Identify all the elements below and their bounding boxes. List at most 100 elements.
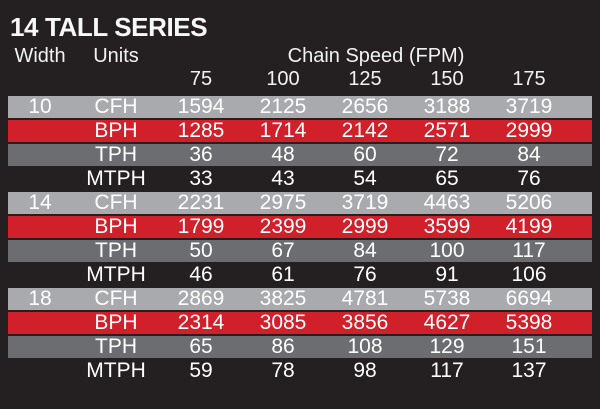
value-cell: 46 <box>189 263 213 286</box>
value-cell: 78 <box>271 359 295 382</box>
value-cell: 3719 <box>505 95 553 118</box>
value-cell: 4627 <box>423 311 471 334</box>
value-cell: 2125 <box>259 95 307 118</box>
speed-column-header: 75 <box>189 67 213 90</box>
value-cell: 59 <box>189 359 213 382</box>
value-cell: 137 <box>511 359 547 382</box>
table-row: 18 CFH 2869 3825 4781 5738 6694 <box>8 288 592 310</box>
value-cell: 65 <box>189 335 213 358</box>
speed-column-header: 150 <box>430 67 464 90</box>
value-cell: 2656 <box>341 95 389 118</box>
table-row: BPH 2314 3085 3856 4627 5398 <box>8 312 592 334</box>
unit-cell: TPH <box>95 143 137 166</box>
unit-cell: TPH <box>95 239 137 262</box>
value-cell: 2999 <box>341 215 389 238</box>
table-row: 14 CFH 2231 2975 3719 4463 5206 <box>8 192 592 214</box>
value-cell: 4781 <box>341 287 389 310</box>
table-row: TPH 50 67 84 100 117 <box>8 240 592 262</box>
width-column-header: Width <box>14 44 66 67</box>
value-cell: 3719 <box>341 191 389 214</box>
value-cell: 98 <box>353 359 377 382</box>
value-cell: 3599 <box>423 215 471 238</box>
value-cell: 91 <box>435 263 459 286</box>
value-cell: 2399 <box>259 215 307 238</box>
value-cell: 108 <box>347 335 383 358</box>
unit-cell: BPH <box>94 119 138 142</box>
value-cell: 84 <box>517 143 541 166</box>
value-cell: 54 <box>353 167 377 190</box>
value-cell: 65 <box>435 167 459 190</box>
value-cell: 5738 <box>423 287 471 310</box>
speed-values-header-row: 75 100 125 150 175 <box>8 66 592 92</box>
value-cell: 50 <box>189 239 213 262</box>
table-row: BPH 1285 1714 2142 2571 2999 <box>8 120 592 142</box>
value-cell: 43 <box>271 167 295 190</box>
width-cell: 14 <box>28 191 52 214</box>
value-cell: 61 <box>271 263 295 286</box>
table-row: BPH 1799 2399 2999 3599 4199 <box>8 216 592 238</box>
value-cell: 100 <box>429 239 465 262</box>
value-cell: 76 <box>517 167 541 190</box>
value-cell: 72 <box>435 143 459 166</box>
unit-cell: CFH <box>94 191 138 214</box>
unit-cell: CFH <box>94 95 138 118</box>
unit-cell: CFH <box>94 287 138 310</box>
value-cell: 3825 <box>259 287 307 310</box>
value-cell: 117 <box>430 359 464 382</box>
table-body: 10 CFH 1594 2125 2656 3188 3719 BPH 1285… <box>0 96 600 382</box>
value-cell: 1594 <box>177 95 225 118</box>
value-cell: 2975 <box>259 191 307 214</box>
value-cell: 2231 <box>177 191 225 214</box>
unit-cell: BPH <box>94 215 138 238</box>
value-cell: 1285 <box>177 119 225 142</box>
value-cell: 4199 <box>505 215 553 238</box>
value-cell: 5398 <box>505 311 553 334</box>
value-cell: 106 <box>511 263 547 286</box>
value-cell: 48 <box>271 143 295 166</box>
table-row: TPH 65 86 108 129 151 <box>8 336 592 358</box>
value-cell: 60 <box>353 143 377 166</box>
units-column-header: Units <box>93 44 139 67</box>
page-title: 14 TALL SERIES <box>10 12 208 42</box>
unit-cell: MTPH <box>86 263 146 286</box>
unit-cell: BPH <box>94 311 138 334</box>
table-row: MTPH 46 61 76 91 106 <box>8 264 592 286</box>
speed-column-header: 175 <box>512 67 546 90</box>
value-cell: 84 <box>353 239 377 262</box>
value-cell: 3188 <box>423 95 471 118</box>
value-cell: 36 <box>189 143 213 166</box>
unit-cell: MTPH <box>86 359 146 382</box>
value-cell: 5206 <box>505 191 553 214</box>
unit-cell: TPH <box>95 335 137 358</box>
table-row: MTPH 59 78 98 117 137 <box>8 360 592 382</box>
value-cell: 76 <box>353 263 377 286</box>
value-cell: 3085 <box>259 311 307 334</box>
value-cell: 4463 <box>423 191 471 214</box>
value-cell: 33 <box>189 167 213 190</box>
value-cell: 2869 <box>177 287 225 310</box>
unit-cell: MTPH <box>86 167 146 190</box>
value-cell: 2314 <box>177 311 225 334</box>
table-row: TPH 36 48 60 72 84 <box>8 144 592 166</box>
width-cell: 10 <box>28 95 52 118</box>
value-cell: 2142 <box>341 119 389 142</box>
table-row: MTPH 33 43 54 65 76 <box>8 168 592 190</box>
width-cell: 18 <box>28 287 52 310</box>
table-header-row: Width Units Chain Speed (FPM) <box>8 44 592 67</box>
table-row: 10 CFH 1594 2125 2656 3188 3719 <box>8 96 592 118</box>
value-cell: 151 <box>511 335 547 358</box>
value-cell: 86 <box>271 335 295 358</box>
value-cell: 2999 <box>505 119 553 142</box>
value-cell: 3856 <box>341 311 389 334</box>
value-cell: 1799 <box>177 215 225 238</box>
value-cell: 129 <box>429 335 465 358</box>
value-cell: 1714 <box>259 119 307 142</box>
chain-speed-group-header: Chain Speed (FPM) <box>287 44 465 67</box>
value-cell: 6694 <box>505 287 553 310</box>
speed-column-header: 100 <box>266 67 300 90</box>
value-cell: 2571 <box>423 119 471 142</box>
value-cell: 67 <box>271 239 295 262</box>
speed-column-header: 125 <box>348 67 382 90</box>
value-cell: 117 <box>512 239 546 262</box>
